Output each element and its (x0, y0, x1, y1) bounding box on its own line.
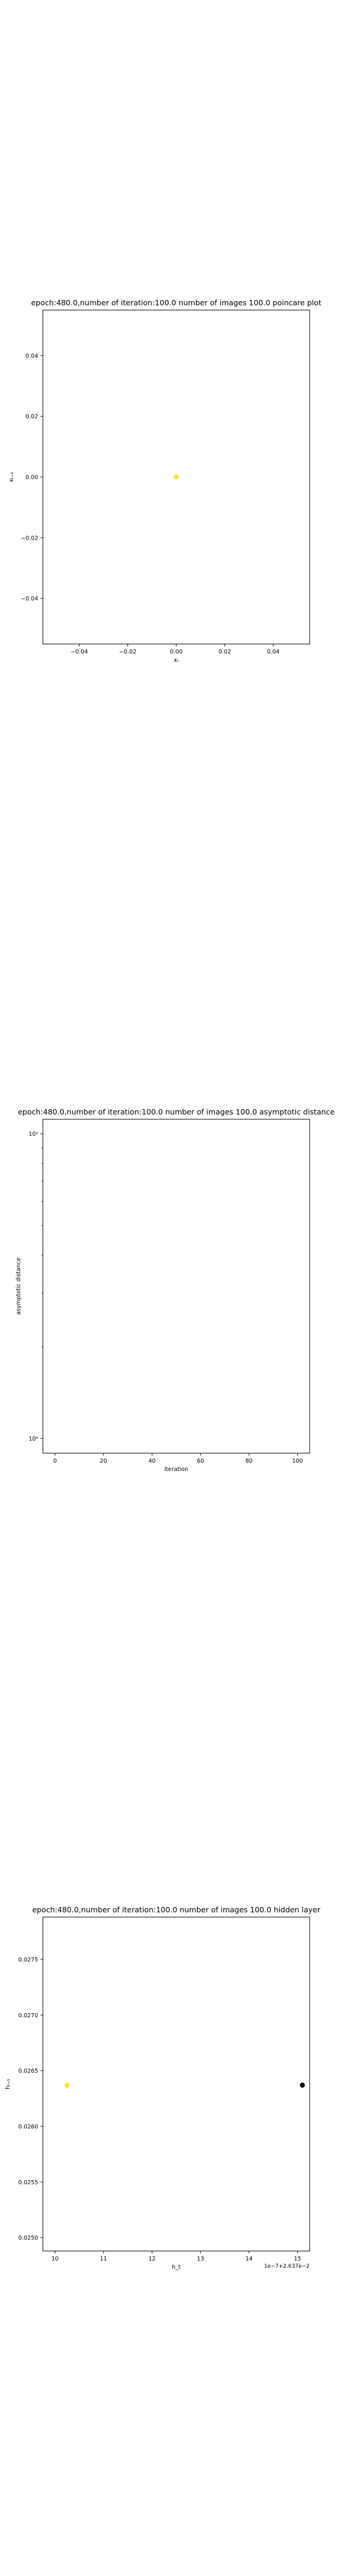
y-tick-label: 0.0270 (18, 2012, 38, 2019)
x-tick-label: 15 (294, 2256, 301, 2262)
y-tick-label: 0.04 (26, 353, 38, 360)
x-tick-label: 0.04 (267, 649, 279, 655)
x-tick-label: 10 (51, 2256, 58, 2262)
y-tick-label: −0.02 (21, 535, 38, 541)
x-tick-label: 0.00 (170, 649, 182, 655)
x-tick-label: 13 (197, 2256, 204, 2262)
x-tick-label: 0.02 (219, 649, 231, 655)
x-tick-label: 12 (148, 2256, 155, 2262)
y-tick-label: −0.04 (21, 596, 38, 602)
x-tick-label: 40 (148, 1458, 155, 1465)
x-tick-label: 14 (245, 2256, 252, 2262)
y-axis-label: hₜ₊₁ (5, 2079, 11, 2089)
x-axis-label: xₜ (174, 657, 179, 664)
chart-title: epoch:480.0,number of iteration:100.0 nu… (32, 1905, 321, 1914)
x-tick-label: 80 (245, 1458, 252, 1465)
data-point (174, 475, 179, 479)
y-tick-label: 10⁰ (29, 1436, 38, 1442)
x-tick-label: −0.04 (71, 649, 88, 655)
data-point (300, 2083, 305, 2088)
x-axis-label: h_t (172, 2264, 181, 2271)
y-tick-label: 0.0275 (18, 1956, 38, 1963)
y-tick-label: 0.0260 (18, 2123, 38, 2130)
x-axis-label: iteration (164, 1466, 188, 1473)
y-tick-label: 0.00 (26, 475, 38, 481)
chart-title: epoch:480.0,number of iteration:100.0 nu… (31, 298, 322, 307)
y-axis-label: asymptotic distance (15, 1258, 22, 1315)
x-tick-label: 20 (100, 1458, 107, 1465)
chart-1: epoch:480.0,number of iteration:100.0 nu… (8, 298, 322, 664)
plot-frame (43, 1119, 310, 1453)
x-tick-label: 0 (53, 1458, 57, 1465)
x-tick-label: −0.02 (119, 649, 136, 655)
x-tick-label: 100 (292, 1458, 303, 1465)
x-offset-label: 1e−7+2.637e−2 (264, 2264, 310, 2270)
y-tick-label: 0.0265 (18, 2068, 38, 2075)
plot-frame (43, 1917, 310, 2251)
y-axis-label: xₜ₊₁ (8, 472, 15, 482)
y-tick-label: 10¹ (29, 1131, 38, 1138)
x-tick-label: 11 (100, 2256, 107, 2262)
chart-2: epoch:480.0,number of iteration:100.0 nu… (15, 1107, 335, 1473)
y-tick-label: 0.02 (26, 414, 38, 420)
x-tick-label: 60 (197, 1458, 204, 1465)
chart-title: epoch:480.0,number of iteration:100.0 nu… (18, 1107, 335, 1116)
y-tick-label: 0.0250 (18, 2235, 38, 2241)
chart-3: epoch:480.0,number of iteration:100.0 nu… (5, 1905, 321, 2271)
data-point (65, 2083, 70, 2088)
y-tick-label: 0.0255 (18, 2179, 38, 2186)
